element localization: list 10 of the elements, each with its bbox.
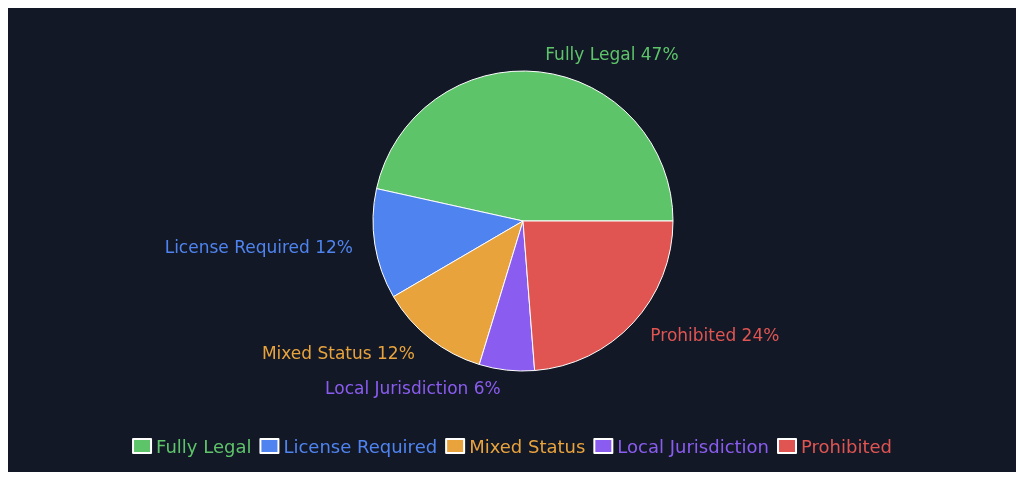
- legend-label: Fully Legal: [156, 435, 252, 457]
- legend-label: Local Jurisdiction: [617, 435, 770, 457]
- category-label: Fully Legal 47%: [545, 43, 679, 64]
- category-label: Mixed Status 12%: [261, 342, 415, 363]
- legend-label: Mixed Status: [469, 435, 586, 457]
- legend-label: License Required: [283, 435, 438, 457]
- category-label: License Required 12%: [164, 237, 354, 258]
- legend-label: Prohibited: [801, 435, 892, 457]
- category-label: Prohibited 24%: [650, 325, 780, 346]
- category-label: Local Jurisdiction 6%: [325, 378, 501, 399]
